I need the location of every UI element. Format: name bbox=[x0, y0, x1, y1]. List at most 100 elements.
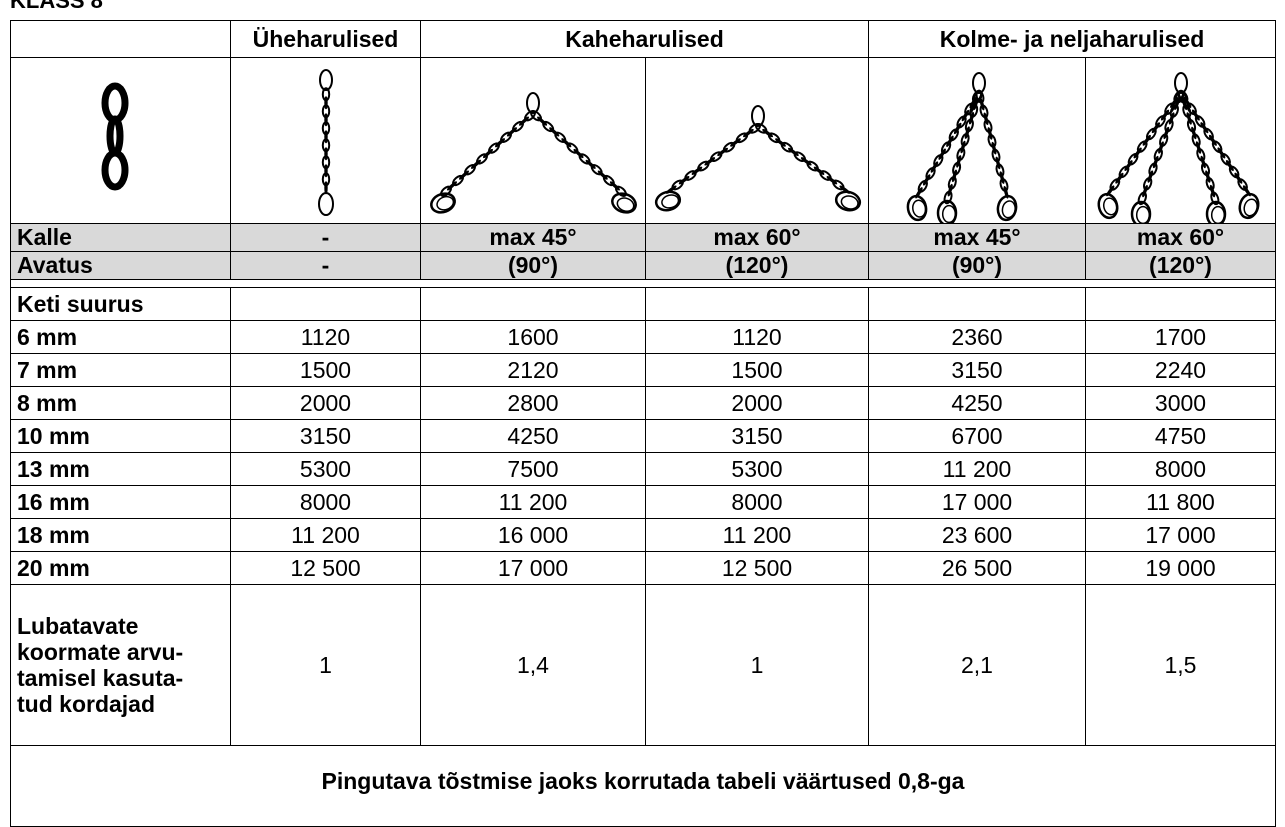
load-cell: 1700 bbox=[1085, 320, 1276, 354]
chain-link bbox=[1158, 141, 1164, 154]
chain-link bbox=[324, 147, 328, 161]
chain-link bbox=[1186, 112, 1192, 125]
load-cell: 26 500 bbox=[868, 551, 1086, 585]
angle-cell: max 60° bbox=[1085, 223, 1276, 252]
chain-link bbox=[324, 96, 328, 110]
ring bbox=[1001, 200, 1016, 219]
chain-link bbox=[324, 113, 328, 127]
sling-icon bbox=[1097, 72, 1260, 223]
row-label: 13 mm bbox=[10, 452, 231, 486]
load-cell: 2360 bbox=[868, 320, 1086, 354]
chain-link bbox=[800, 157, 812, 166]
chain-link bbox=[1208, 134, 1217, 146]
ring bbox=[430, 192, 456, 214]
ring bbox=[834, 190, 862, 212]
row-label: Lubatavate koormate arvu-tamisel kasuta-t… bbox=[10, 584, 231, 746]
multiplier-cell: 1 bbox=[645, 584, 869, 746]
row-label: 18 mm bbox=[10, 518, 231, 552]
chain-link bbox=[1163, 126, 1170, 140]
chain-link bbox=[1225, 160, 1234, 172]
chain-link bbox=[979, 97, 985, 111]
label-line: Lubatavate bbox=[17, 613, 139, 639]
sling-icon bbox=[318, 69, 334, 216]
table-row: Üheharulised Kaheharulised Kolme- ja nelja… bbox=[10, 20, 1276, 58]
group-header: Üheharulised bbox=[230, 20, 421, 58]
chain-link bbox=[691, 166, 703, 175]
table-row: 7 mm 1500 2120 1500 3150 2240 bbox=[10, 353, 1276, 387]
load-cell: 3150 bbox=[645, 419, 869, 453]
chain-link bbox=[106, 115, 124, 157]
table-row: 16 mm 8000 11 200 8000 17 000 11 800 bbox=[10, 485, 1276, 519]
chain-link bbox=[324, 181, 328, 195]
table-row: 18 mm 11 200 16 000 11 200 23 600 17 000 bbox=[10, 518, 1276, 552]
chain-link bbox=[938, 148, 946, 160]
icon-cell bbox=[1085, 57, 1276, 224]
row-label: 6 mm bbox=[10, 320, 231, 354]
chain-link bbox=[947, 183, 953, 197]
load-cell: 17 000 bbox=[1085, 518, 1276, 552]
ring bbox=[661, 194, 680, 209]
angle-cell: (120°) bbox=[1085, 251, 1276, 280]
chain-link bbox=[678, 176, 690, 185]
table-row: Kalle - max 45° max 60° max 45° max 60° bbox=[10, 223, 1276, 252]
chain-link bbox=[1153, 148, 1163, 162]
load-cell: 2000 bbox=[645, 386, 869, 420]
ring bbox=[616, 197, 635, 212]
load-cell: 8000 bbox=[1085, 452, 1276, 486]
load-cell: 11 200 bbox=[420, 485, 646, 519]
chain-link bbox=[991, 141, 997, 155]
chain-link bbox=[946, 135, 954, 147]
ring bbox=[318, 192, 334, 216]
load-cell: 17 000 bbox=[868, 485, 1086, 519]
chain-link bbox=[960, 140, 966, 154]
chain-link bbox=[1142, 184, 1148, 198]
ring bbox=[941, 204, 957, 223]
chain-link bbox=[1115, 172, 1124, 184]
load-cell: 11 200 bbox=[230, 518, 421, 552]
chain-link bbox=[717, 147, 729, 157]
chain-link bbox=[922, 174, 931, 186]
chain-link bbox=[1210, 191, 1220, 206]
load-cell: 2120 bbox=[420, 353, 646, 387]
chain-link bbox=[1133, 147, 1142, 159]
empty-cell bbox=[1085, 287, 1276, 321]
chain-link bbox=[324, 164, 328, 178]
chain-link bbox=[742, 128, 754, 138]
chain-link bbox=[762, 128, 774, 138]
icon-cell bbox=[868, 57, 1086, 224]
chain-link bbox=[961, 109, 970, 122]
row-label: Avatus bbox=[10, 251, 231, 280]
chain-link bbox=[1147, 170, 1154, 183]
chain-link bbox=[1159, 133, 1169, 147]
multiplier-cell: 1,5 bbox=[1085, 584, 1276, 746]
load-cell: 7500 bbox=[420, 452, 646, 486]
sling-icon bbox=[906, 72, 1018, 223]
load-cell: 1120 bbox=[230, 320, 421, 354]
chain-link bbox=[730, 138, 741, 147]
angle-cell: max 45° bbox=[868, 223, 1086, 252]
load-cell: 12 500 bbox=[645, 551, 869, 585]
chain-link bbox=[324, 130, 328, 144]
chain-link bbox=[813, 166, 825, 175]
chain-link bbox=[1234, 172, 1243, 184]
load-cell: 4250 bbox=[420, 419, 646, 453]
load-cell: 11 800 bbox=[1085, 485, 1276, 519]
chain-link bbox=[1124, 160, 1133, 172]
note: Pingutava tõstmise jaoks korrutada tabel… bbox=[10, 745, 1276, 827]
load-cell: 8000 bbox=[645, 485, 869, 519]
table-row: 10 mm 3150 4250 3150 6700 4750 bbox=[10, 419, 1276, 453]
chain-link bbox=[787, 147, 799, 157]
sling-icon bbox=[101, 82, 129, 191]
angle-cell: max 60° bbox=[645, 223, 869, 252]
angle-cell: (120°) bbox=[645, 251, 869, 280]
chain-link bbox=[1217, 147, 1226, 159]
chain-link bbox=[1191, 109, 1200, 121]
chain-link bbox=[956, 155, 962, 168]
angle-cell: (90°) bbox=[868, 251, 1086, 280]
load-cell: 23 600 bbox=[868, 518, 1086, 552]
load-cell: 12 500 bbox=[230, 551, 421, 585]
label-line: koormate arvu- bbox=[17, 639, 184, 665]
row-label: Keti suurus bbox=[10, 287, 231, 321]
sling-icon bbox=[654, 105, 862, 212]
row-label: 7 mm bbox=[10, 353, 231, 387]
